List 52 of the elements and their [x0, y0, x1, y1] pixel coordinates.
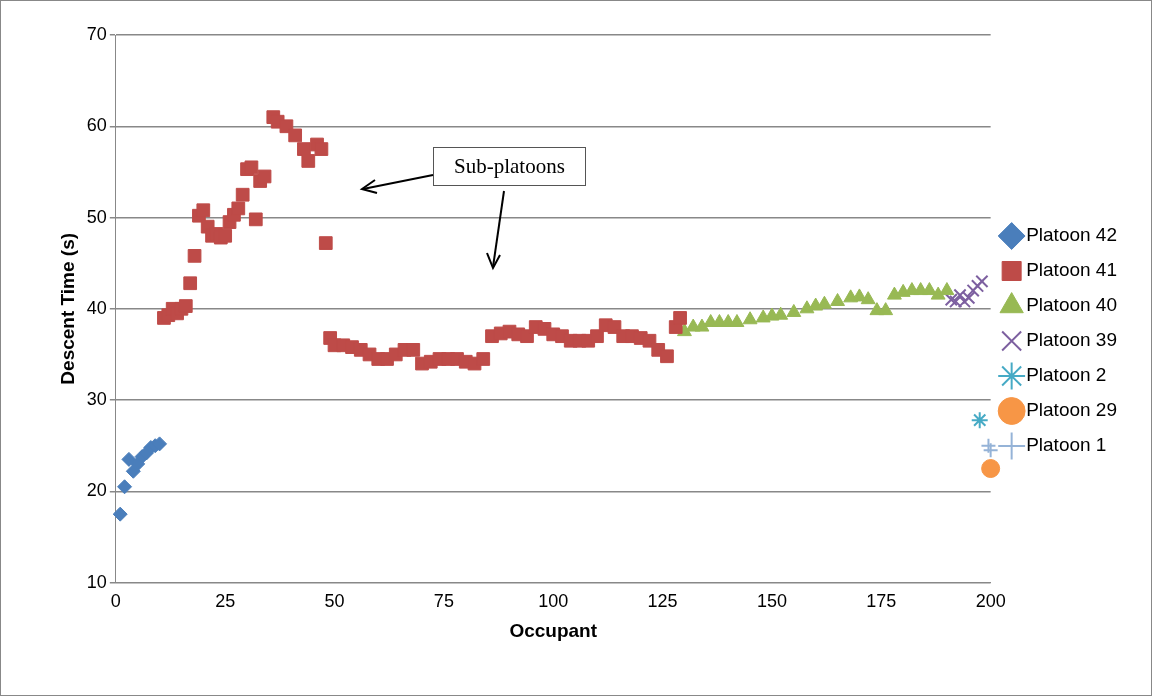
point — [949, 294, 963, 309]
point — [980, 437, 997, 454]
point — [878, 302, 894, 316]
x-tick-label: 100 — [538, 591, 569, 612]
point — [860, 291, 876, 305]
legend-label: Platoon 41 — [1026, 259, 1118, 281]
point — [970, 279, 985, 293]
x-tick-label: 50 — [324, 591, 345, 612]
point — [930, 286, 946, 300]
y-tick-label: 10 — [86, 571, 107, 592]
point — [830, 293, 845, 306]
point — [121, 451, 137, 467]
y-tick-label: 70 — [86, 23, 107, 44]
x-axis-title: Occupant — [509, 619, 598, 641]
point — [944, 293, 958, 307]
legend-label: Platoon 1 — [1026, 434, 1107, 456]
x-tick-label: 0 — [110, 591, 121, 612]
point — [694, 318, 710, 332]
point — [962, 291, 976, 305]
legend-label: Platoon 39 — [1026, 329, 1118, 351]
x-tick-label: 25 — [215, 591, 236, 612]
legend-label: Platoon 2 — [1026, 364, 1107, 386]
point — [970, 411, 989, 430]
y-tick-label: 20 — [86, 480, 107, 501]
point — [957, 294, 972, 309]
point — [852, 288, 867, 302]
y-tick-label: 60 — [86, 115, 107, 136]
legend-label: Platoon 40 — [1026, 294, 1118, 316]
point — [981, 459, 1001, 479]
x-tick-label: 200 — [975, 591, 1006, 612]
x-tick-label: 75 — [433, 591, 454, 612]
legend-label: Platoon 42 — [1026, 224, 1118, 246]
x-tick-label: 125 — [647, 591, 678, 612]
y-tick-label: 40 — [86, 297, 107, 318]
x-tick-label: 175 — [866, 591, 897, 612]
point — [117, 479, 133, 495]
point — [975, 274, 989, 289]
legend-label: Platoon 29 — [1026, 399, 1118, 421]
point — [786, 303, 802, 317]
point — [982, 442, 999, 459]
point — [966, 283, 980, 298]
x-tick-label: 150 — [756, 591, 787, 612]
point — [742, 311, 758, 325]
point — [939, 282, 955, 296]
y-tick-label: 50 — [86, 206, 107, 227]
point — [817, 295, 832, 309]
point — [921, 282, 937, 296]
y-tick-label: 30 — [86, 389, 107, 410]
annotation: Sub-platoons — [433, 147, 586, 186]
point — [112, 506, 128, 522]
point — [953, 288, 967, 302]
y-axis-title: Descent Time (s) — [56, 232, 78, 385]
